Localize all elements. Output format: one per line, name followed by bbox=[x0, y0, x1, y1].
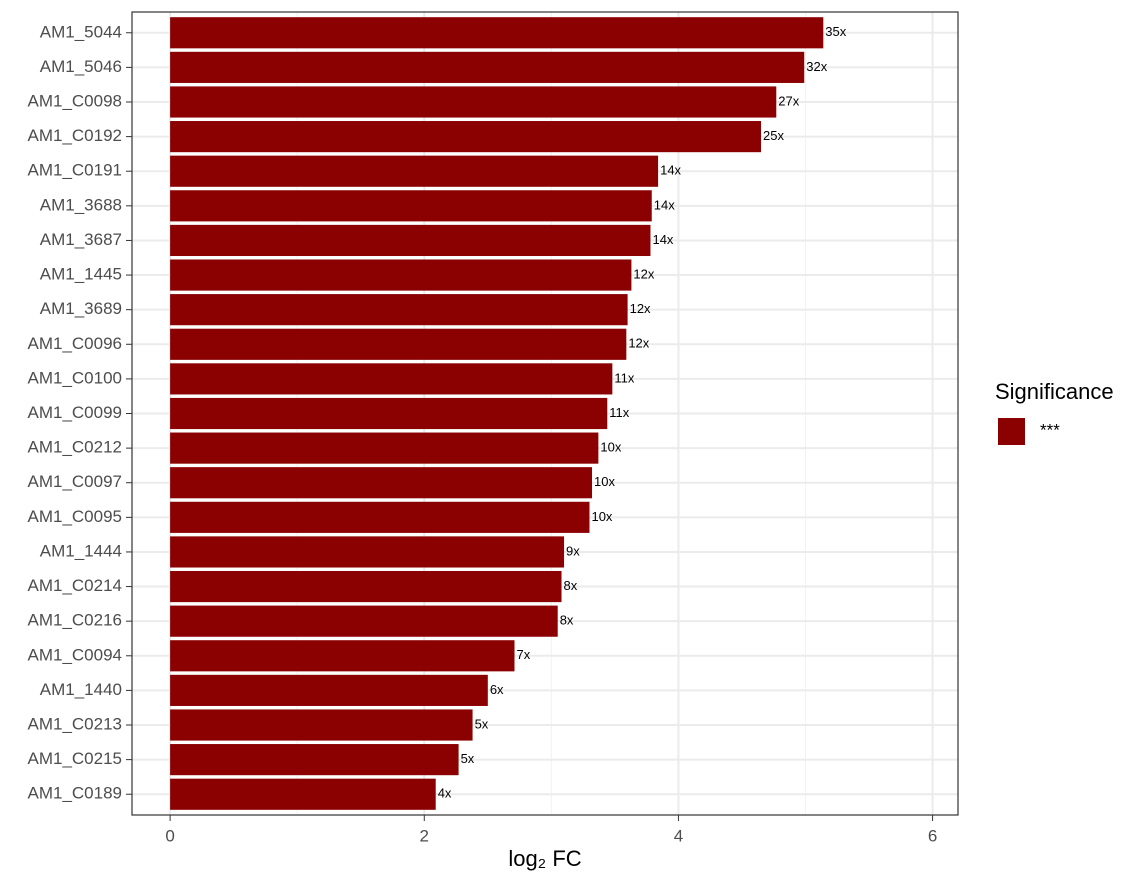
value-label: 11x bbox=[609, 405, 629, 420]
value-label: 14x bbox=[654, 197, 675, 212]
bar bbox=[170, 778, 436, 810]
y-tick-label: AM1_1445 bbox=[40, 265, 122, 284]
y-tick-label: AM1_3687 bbox=[40, 230, 122, 249]
y-tick-label: AM1_3688 bbox=[40, 195, 122, 214]
bar bbox=[170, 17, 824, 49]
legend-title: Significance bbox=[995, 379, 1114, 404]
value-label: 11x bbox=[614, 370, 634, 385]
x-tick-label: 2 bbox=[420, 826, 429, 845]
y-tick-label: AM1_C0192 bbox=[27, 126, 122, 145]
y-tick-label: AM1_5046 bbox=[40, 57, 122, 76]
value-label: 6x bbox=[490, 682, 504, 697]
value-label: 32x bbox=[806, 59, 827, 74]
y-tick-label: AM1_C0215 bbox=[27, 749, 122, 768]
value-label: 9x bbox=[566, 543, 580, 558]
bar bbox=[170, 190, 652, 222]
y-tick-label: AM1_C0191 bbox=[27, 161, 122, 180]
y-tick-label: AM1_C0094 bbox=[27, 645, 122, 664]
y-tick-label: AM1_C0216 bbox=[27, 611, 122, 630]
value-label: 10x bbox=[591, 509, 612, 524]
y-tick-label: AM1_3689 bbox=[40, 299, 122, 318]
bar bbox=[170, 363, 613, 395]
y-tick-label: AM1_C0095 bbox=[27, 507, 122, 526]
legend-swatch bbox=[998, 418, 1025, 445]
y-tick-label: AM1_C0099 bbox=[27, 403, 122, 422]
bar bbox=[170, 674, 488, 706]
value-label: 10x bbox=[594, 474, 615, 489]
bar bbox=[170, 605, 558, 637]
value-label: 27x bbox=[778, 93, 799, 108]
x-tick-label: 0 bbox=[165, 826, 174, 845]
bar bbox=[170, 224, 651, 257]
y-tick-label: AM1_C0214 bbox=[27, 576, 122, 595]
value-label: 14x bbox=[652, 232, 673, 247]
x-axis-title: log₂ FC bbox=[508, 846, 581, 871]
bar bbox=[170, 155, 659, 187]
value-label: 14x bbox=[660, 163, 681, 178]
bar bbox=[170, 744, 459, 776]
bar bbox=[170, 432, 599, 464]
bar bbox=[170, 121, 762, 153]
bar bbox=[170, 294, 628, 326]
y-tick-label: AM1_C0098 bbox=[27, 91, 122, 110]
legend-label: *** bbox=[1040, 420, 1060, 439]
bar bbox=[170, 86, 777, 118]
value-label: 4x bbox=[438, 786, 452, 801]
value-label: 5x bbox=[475, 716, 489, 731]
bar bbox=[170, 259, 632, 291]
value-label: 35x bbox=[825, 24, 846, 39]
value-label: 12x bbox=[628, 336, 649, 351]
x-tick-label: 4 bbox=[674, 826, 683, 845]
y-tick-label: AM1_1444 bbox=[40, 541, 122, 560]
y-tick-label: AM1_C0213 bbox=[27, 714, 122, 733]
bar bbox=[170, 501, 590, 533]
y-tick-label: AM1_1440 bbox=[40, 680, 122, 699]
value-label: 7x bbox=[517, 647, 531, 662]
bar bbox=[170, 467, 593, 499]
value-label: 8x bbox=[564, 578, 578, 593]
bar bbox=[170, 709, 473, 741]
panel-border bbox=[131, 11, 959, 816]
y-tick-label: AM1_5044 bbox=[40, 22, 122, 41]
value-label: 12x bbox=[633, 266, 654, 281]
bar bbox=[170, 397, 608, 430]
value-label: 12x bbox=[630, 301, 651, 316]
y-tick-label: AM1_C0189 bbox=[27, 784, 122, 803]
bar bbox=[170, 51, 805, 83]
y-tick-label: AM1_C0100 bbox=[27, 368, 122, 387]
value-label: 10x bbox=[600, 440, 621, 455]
y-tick-label: AM1_C0212 bbox=[27, 438, 122, 457]
y-tick-label: AM1_C0097 bbox=[27, 472, 122, 491]
y-tick-label: AM1_C0096 bbox=[27, 334, 122, 353]
bar bbox=[170, 640, 515, 672]
bar bbox=[170, 536, 565, 568]
x-tick-label: 6 bbox=[928, 826, 937, 845]
bar bbox=[170, 570, 562, 603]
value-label: 5x bbox=[461, 751, 475, 766]
value-label: 25x bbox=[763, 128, 784, 143]
value-label: 8x bbox=[560, 613, 574, 628]
bar bbox=[170, 328, 627, 360]
